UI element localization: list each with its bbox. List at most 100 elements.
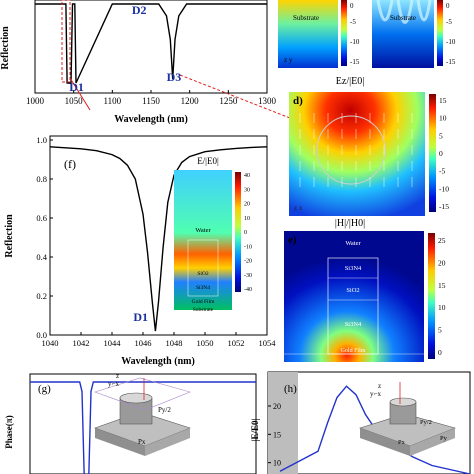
panel-f-xtick-label: 1050 xyxy=(197,338,214,348)
panel-c-tick: -5 xyxy=(446,18,452,26)
panel-h-py2-label: Py xyxy=(440,435,448,442)
panel-d-particle-outline xyxy=(316,115,386,185)
panel-f-series-line xyxy=(49,146,268,332)
panel-d-axis-label: z x xyxy=(294,204,303,212)
panel-a-xtick-label: 1150 xyxy=(142,96,160,106)
panel-f-inset-tick: -20 xyxy=(244,259,252,265)
panel-b-substrate-label: Substrate xyxy=(293,14,319,22)
panel-d-colorbar-tick: 5 xyxy=(439,131,443,140)
panel-c-substrate-label: Substrate xyxy=(390,14,416,22)
panel-f-inset-tick: 10 xyxy=(244,216,250,222)
panel-g-frame xyxy=(29,373,257,474)
panel-h-axis-z: z xyxy=(378,382,381,390)
panel-d-colorbar-ticks: 15 10 5 0 -5 -10 -15 xyxy=(439,96,449,211)
panel-f-ytick-label: 1.0 xyxy=(36,135,47,145)
panel-a-frame xyxy=(34,0,268,94)
panel-f-inset-title: E/|E0| xyxy=(197,156,219,166)
panel-a-annotation-d3: D3 xyxy=(167,70,182,84)
panel-d-label: d) xyxy=(293,95,303,107)
panel-g-series-line xyxy=(30,381,256,474)
panel-f-xtick-label: 1054 xyxy=(259,338,277,348)
panel-f-inset-tick: -10 xyxy=(244,244,252,250)
panel-f-inset-layer-sio2: SiO2 xyxy=(197,271,209,277)
panel-g-py-label: Py/2 xyxy=(158,406,171,414)
panel-d-title: Ez/|E0| xyxy=(336,76,364,87)
panel-g-axis-xy: y⌐x xyxy=(108,380,119,388)
panel-f-inset-pillar xyxy=(187,239,219,297)
panel-g-axis-z: z xyxy=(116,372,119,380)
panel-f: Reflection Wavelength (nm) (f) 1040 1042 1… xyxy=(4,135,276,367)
panel-c: Substrate 0 -5 -10 -15 xyxy=(372,0,456,68)
panel-h-px-label: Px xyxy=(398,439,406,446)
panel-d-colorbar-tick: -10 xyxy=(439,184,449,193)
panel-g-unit-cell xyxy=(94,377,191,411)
panel-a-xtick-label: 1250 xyxy=(219,96,238,106)
panel-a-xlabel: Wavelength (nm) xyxy=(114,114,188,125)
panel-e-colorbar-tick: 0 xyxy=(438,348,442,357)
panel-a-xtick-label: 1200 xyxy=(181,96,200,106)
panel-h: |E/E0| 10 15 20 (h) Py/2 Py Px z y⌐x xyxy=(250,371,471,474)
panel-a-xtick-label: 1000 xyxy=(26,96,45,106)
panel-f-ytick-label: 0.2 xyxy=(36,291,47,301)
panel-f-inset-tick: -40 xyxy=(244,287,252,293)
panel-d-colorbar-tick: -15 xyxy=(439,202,449,211)
panel-e-layer-gold: Gold Film xyxy=(341,348,366,354)
panel-b-tick: -15 xyxy=(350,58,360,66)
panel-f-yticks: 0.0 0.2 0.4 0.6 0.8 1.0 xyxy=(36,135,53,340)
panel-h-ytick-label: 20 xyxy=(273,402,281,411)
panel-e-colorbar-tick: 25 xyxy=(438,236,446,245)
panel-f-inset-layer-water: Water xyxy=(195,227,211,234)
panel-c-tick: -15 xyxy=(446,58,456,66)
panel-f-inset-tick: 0 xyxy=(244,230,247,236)
panel-c-field-map xyxy=(372,0,434,68)
panel-e-colorbar-tick: 15 xyxy=(438,281,446,290)
panel-a-annotation-d2: D2 xyxy=(132,3,147,17)
panel-h-frame xyxy=(267,371,471,474)
panel-e-title: |H|/|H0| xyxy=(335,218,365,229)
panel-f-xtick-label: 1048 xyxy=(166,338,183,348)
panel-e-colorbar-tick: 20 xyxy=(438,258,446,267)
panel-d-colorbar-tick: -5 xyxy=(439,167,445,176)
panel-a-d1-arrow xyxy=(69,77,91,111)
panel-f-ytick-label: 0.0 xyxy=(36,330,47,340)
panel-g-substrate-side xyxy=(145,428,190,456)
panel-f-annotation-d1: D1 xyxy=(133,310,148,324)
panel-b: Substrate z y 0 -5 -10 -15 xyxy=(278,0,360,68)
panel-b-tick: -10 xyxy=(350,38,360,46)
panel-a-ylabel: Reflection xyxy=(0,26,11,70)
panel-d-field-arrows xyxy=(299,113,413,187)
panel-g-px-label: Px xyxy=(138,438,146,446)
panel-d-colorbar xyxy=(429,94,436,212)
panel-c-colorbar xyxy=(437,0,443,66)
panel-h-ytick-label: 15 xyxy=(273,430,281,439)
panel-g-ylabel: Phase(π) xyxy=(4,415,14,448)
panel-a-xtick-label: 1300 xyxy=(258,96,277,106)
panel-e-colorbar-tick: 5 xyxy=(438,326,442,335)
panel-e-label: e) xyxy=(288,234,297,246)
panel-c-tick: 0 xyxy=(446,2,450,10)
panel-h-axis-xy: y⌐x xyxy=(370,390,381,398)
panel-h-py-label: Py/2 xyxy=(420,419,432,426)
panel-f-inset-tick: -30 xyxy=(244,273,252,279)
panel-h-ytick-label: 10 xyxy=(273,459,281,468)
panel-b-tick: -5 xyxy=(350,18,356,26)
panel-f-inset-tick: 20 xyxy=(244,202,250,208)
panel-d: Ez/|E0| d) z x 15 10 5 0 -5 -10 -15 xyxy=(289,76,449,216)
panel-h-shaded-region xyxy=(268,372,298,474)
panel-f-inset-tick: 30 xyxy=(244,187,250,193)
panel-h-series-line xyxy=(279,385,471,474)
panel-f-ytick-label: 0.4 xyxy=(36,252,47,262)
panel-d-colorbar-tick: 0 xyxy=(439,149,443,158)
panel-e-field-map xyxy=(284,231,424,362)
panel-f-inset-layer-gold: Gold Film xyxy=(192,299,215,305)
panel-a-xticks: 1000 1050 1100 1150 1200 1250 1300 xyxy=(26,90,277,106)
panel-e-colorbar-ticks: 25 20 15 10 5 0 xyxy=(438,236,446,357)
panel-f-inset-layer-si3n4: Si3N4 xyxy=(196,285,210,291)
panel-f-inset-colorbar xyxy=(235,172,241,292)
panel-f-inset-layer-substrate: Substrate xyxy=(193,307,214,313)
panel-h-substrate-side xyxy=(410,428,455,456)
panel-b-colorbar xyxy=(341,0,347,66)
panel-a-xtick-label: 1050 xyxy=(65,96,84,106)
panel-d-field-map xyxy=(289,92,425,216)
